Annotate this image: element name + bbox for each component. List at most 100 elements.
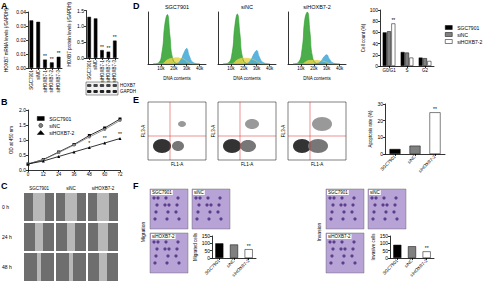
svg-text:siNC: siNC — [194, 190, 204, 195]
svg-text:0.5: 0.5 — [19, 152, 26, 158]
svg-text:F: F — [133, 181, 139, 191]
svg-text:E: E — [133, 95, 139, 105]
svg-text:40k: 40k — [336, 66, 344, 71]
svg-text:SGC7901: SGC7901 — [29, 186, 49, 191]
svg-text:30: 30 — [377, 101, 383, 107]
svg-text:0.0: 0.0 — [77, 55, 84, 61]
svg-text:**: ** — [391, 17, 395, 23]
svg-text:48 h: 48 h — [2, 264, 12, 270]
svg-text:Migration: Migration — [140, 222, 146, 243]
svg-text:0: 0 — [385, 255, 388, 261]
svg-text:siHOXB7-3: siHOXB7-3 — [56, 70, 61, 93]
svg-text:FL1-A: FL1-A — [171, 162, 183, 167]
svg-text:10k: 10k — [157, 66, 165, 71]
svg-text:0.0: 0.0 — [19, 167, 26, 173]
svg-text:100: 100 — [202, 240, 211, 246]
svg-text:siHOXB7-2: siHOXB7-2 — [231, 258, 251, 278]
svg-text:0.5: 0.5 — [77, 39, 84, 45]
svg-text:siHOXB7-2: siHOXB7-2 — [303, 4, 331, 10]
svg-text:Invasive cells: Invasive cells — [371, 233, 376, 261]
svg-text:**: ** — [103, 135, 107, 141]
svg-text:20: 20 — [372, 52, 378, 58]
svg-text:SGC7901: SGC7901 — [204, 258, 222, 276]
svg-text:100: 100 — [370, 7, 379, 13]
svg-text:36: 36 — [71, 172, 77, 177]
svg-text:1.0: 1.0 — [77, 23, 84, 29]
svg-text:0: 0 — [27, 172, 30, 177]
svg-text:siNC: siNC — [93, 59, 98, 69]
svg-text:**: ** — [113, 34, 117, 40]
svg-text:FL1-A: FL1-A — [241, 162, 253, 167]
svg-text:siNC: siNC — [370, 190, 380, 195]
svg-text:siHOXB7-2: siHOXB7-2 — [152, 234, 175, 239]
svg-text:siNC: siNC — [49, 123, 60, 129]
svg-text:150: 150 — [380, 233, 389, 239]
svg-text:72: 72 — [117, 172, 123, 177]
svg-text:*: * — [88, 140, 90, 146]
svg-text:24 h: 24 h — [2, 234, 12, 240]
svg-text:siNC: siNC — [66, 186, 76, 191]
svg-text:D: D — [133, 1, 140, 11]
svg-text:**: ** — [433, 106, 437, 112]
svg-text:40k: 40k — [266, 66, 274, 71]
svg-text:Invasion: Invasion — [316, 222, 322, 241]
svg-text:siHOXB7-2: siHOXB7-2 — [457, 39, 482, 45]
svg-text:10k: 10k — [297, 66, 305, 71]
svg-text:20k: 20k — [240, 66, 248, 71]
svg-text:siHOXB7-1: siHOXB7-1 — [43, 70, 48, 93]
svg-text:siHOXB7-3: siHOXB7-3 — [112, 60, 117, 83]
svg-text:0 h: 0 h — [2, 204, 9, 210]
svg-text:HOXB7 protein levels (/GAPDH): HOXB7 protein levels (/GAPDH) — [67, 2, 72, 67]
svg-text:20: 20 — [377, 118, 383, 124]
svg-text:50: 50 — [382, 248, 388, 254]
svg-text:siNC: siNC — [225, 258, 236, 269]
svg-text:**: ** — [57, 50, 61, 56]
svg-text:60: 60 — [372, 29, 378, 35]
svg-text:SGC7901: SGC7901 — [87, 60, 92, 80]
svg-text:HOXB7 mRNA levels (/GAPDH): HOXB7 mRNA levels (/GAPDH) — [4, 8, 9, 72]
svg-text:siHOXB7-2: siHOXB7-2 — [49, 70, 54, 93]
svg-text:12: 12 — [41, 172, 47, 177]
svg-text:1.5: 1.5 — [19, 122, 26, 128]
svg-text:24: 24 — [56, 172, 62, 177]
svg-text:0.03: 0.03 — [16, 23, 26, 29]
svg-text:siNC: siNC — [36, 69, 41, 79]
svg-text:siNC: siNC — [241, 4, 253, 10]
svg-text:siHOXB7-2: siHOXB7-2 — [106, 60, 111, 83]
svg-text:SGC7901: SGC7901 — [457, 25, 479, 31]
svg-text:**: ** — [425, 245, 429, 251]
svg-text:**: ** — [50, 56, 54, 62]
svg-text:DNA contents: DNA contents — [163, 76, 191, 81]
svg-text:0.01: 0.01 — [16, 51, 26, 57]
svg-text:G0/G1: G0/G1 — [382, 68, 396, 73]
svg-text:30k: 30k — [323, 66, 331, 71]
svg-text:siNC: siNC — [403, 258, 414, 269]
svg-text:G2: G2 — [422, 68, 429, 73]
svg-text:2.0: 2.0 — [19, 107, 26, 113]
svg-text:Migrated cells: Migrated cells — [193, 232, 198, 261]
svg-text:siNC: siNC — [406, 154, 417, 165]
svg-text:40k: 40k — [196, 66, 204, 71]
svg-text:1.5: 1.5 — [77, 8, 84, 14]
svg-text:**: ** — [100, 44, 104, 50]
svg-text:siHOXB7-2: siHOXB7-2 — [49, 130, 74, 136]
svg-text:0: 0 — [380, 151, 383, 157]
svg-text:siNC: siNC — [457, 32, 468, 38]
svg-text:0: 0 — [207, 255, 210, 261]
svg-text:FL3-A: FL3-A — [211, 125, 216, 137]
svg-text:SGC7901: SGC7901 — [382, 258, 400, 276]
svg-text:siHOXB7-2: siHOXB7-2 — [417, 154, 437, 174]
svg-text:20k: 20k — [170, 66, 178, 71]
svg-text:B: B — [1, 97, 8, 107]
svg-text:**: ** — [118, 131, 122, 137]
svg-text:HOXB7: HOXB7 — [120, 83, 136, 88]
svg-text:OD at 450 nm: OD at 450 nm — [9, 126, 14, 154]
svg-text:48: 48 — [87, 172, 93, 177]
svg-text:20k: 20k — [310, 66, 318, 71]
svg-text:100: 100 — [380, 240, 389, 246]
svg-text:Cell count (%): Cell count (%) — [361, 23, 366, 52]
svg-text:GAPDH: GAPDH — [120, 89, 136, 94]
svg-text:30k: 30k — [253, 66, 261, 71]
svg-text:40: 40 — [372, 41, 378, 47]
svg-text:FL3-A: FL3-A — [281, 125, 286, 137]
